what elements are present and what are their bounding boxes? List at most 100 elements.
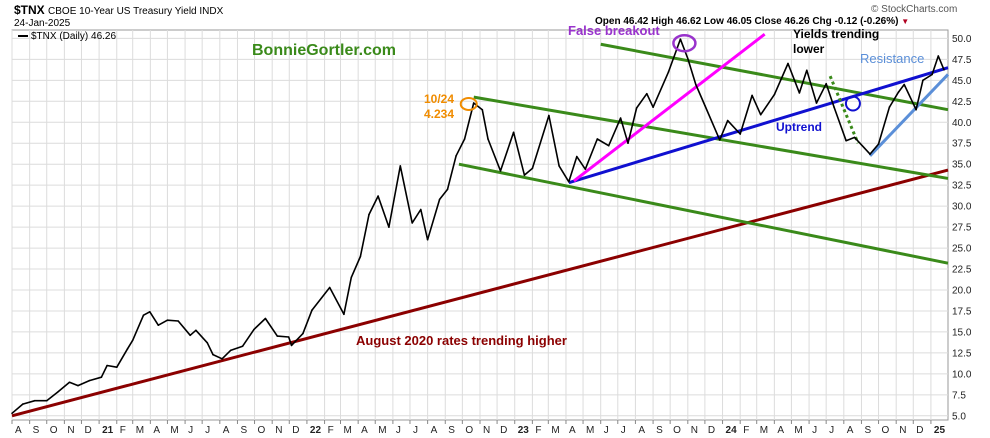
price-point xyxy=(931,73,933,76)
price-point xyxy=(290,344,293,347)
price-point xyxy=(487,138,489,140)
axis-layer: 5.0 7.5 10.0 12.5 15.0 17.5 20.0 22.5 25.0 27.5 30… xyxy=(11,34,972,436)
y-tick-label: 20.0 xyxy=(952,286,972,297)
x-tick-label: A xyxy=(153,425,160,436)
x-tick-label: 23 xyxy=(518,425,530,436)
x-tick-label: O xyxy=(465,425,473,436)
x-tick-label: S xyxy=(240,425,247,436)
x-tick-label: J xyxy=(188,425,193,436)
false-breakout-label: False breakout xyxy=(568,23,660,38)
trendline xyxy=(573,33,766,183)
x-tick-label: O xyxy=(50,425,58,436)
x-tick-label: 25 xyxy=(934,425,946,436)
price-point xyxy=(897,91,900,93)
price-point xyxy=(798,92,801,94)
price-point xyxy=(438,198,441,201)
x-tick-label: F xyxy=(120,425,126,436)
y-tick-label: 5.0 xyxy=(952,411,966,422)
x-tick-label: M xyxy=(551,425,559,436)
price-point xyxy=(287,336,290,338)
price-point xyxy=(388,226,390,228)
x-tick-label: A xyxy=(431,425,438,436)
x-tick-label: J xyxy=(396,425,401,436)
watermark-text: BonnieGortler.com xyxy=(252,42,396,59)
price-point xyxy=(100,376,103,379)
price-point xyxy=(558,165,560,167)
price-point xyxy=(411,222,414,224)
peak-date-label: 10/24 xyxy=(424,92,454,106)
trendline xyxy=(868,73,950,157)
price-point xyxy=(903,83,905,86)
symbol-description: CBOE 10-Year US Treasury Yield INDX xyxy=(48,6,224,17)
y-tick-label: 50.0 xyxy=(952,34,972,45)
trendline-layer xyxy=(11,33,950,418)
price-point xyxy=(377,195,379,197)
price-point xyxy=(584,168,587,170)
y-tick-label: 35.0 xyxy=(952,160,972,171)
price-point xyxy=(126,347,129,350)
price-point xyxy=(531,167,534,170)
trendline xyxy=(11,168,949,418)
x-tick-label: 22 xyxy=(310,425,322,436)
y-tick-label: 17.5 xyxy=(952,306,972,317)
x-tick-label: N xyxy=(275,425,282,436)
price-point xyxy=(328,286,331,289)
price-point xyxy=(264,317,267,320)
x-tick-label: M xyxy=(378,425,386,436)
x-tick-label: O xyxy=(882,425,890,436)
price-point xyxy=(106,364,108,367)
price-layer xyxy=(11,38,945,415)
price-point xyxy=(455,155,457,157)
price-point xyxy=(88,379,91,382)
price-point xyxy=(302,332,304,335)
price-point xyxy=(241,345,244,348)
price-point xyxy=(131,339,134,342)
y-tick-label: 25.0 xyxy=(952,244,972,255)
price-point xyxy=(311,309,313,311)
price-point xyxy=(368,213,370,216)
y-tick-label: 7.5 xyxy=(952,390,966,401)
ohlc-values: Open 46.42 High 46.62 Low 46.05 Close 46… xyxy=(595,16,899,27)
x-tick-label: D xyxy=(292,425,299,436)
price-point xyxy=(142,314,145,317)
x-tick-label: F xyxy=(743,425,749,436)
x-tick-label: D xyxy=(84,425,91,436)
price-point xyxy=(695,83,697,86)
yields-lower-label: lower xyxy=(793,42,825,56)
price-point xyxy=(833,106,835,108)
x-tick-label: N xyxy=(691,425,698,436)
x-tick-label: J xyxy=(621,425,626,436)
price-point xyxy=(359,255,362,258)
price-point xyxy=(212,353,214,356)
price-point xyxy=(635,107,638,109)
price-point xyxy=(34,399,36,402)
x-tick-label: 24 xyxy=(726,425,738,436)
x-tick-label: D xyxy=(708,425,715,436)
price-point xyxy=(922,79,924,82)
marker-layer xyxy=(459,33,861,112)
y-tick-label: 27.5 xyxy=(952,223,972,234)
price-point xyxy=(221,358,223,360)
price-point xyxy=(68,381,71,384)
price-point xyxy=(276,335,279,337)
price-point xyxy=(759,113,762,116)
price-point xyxy=(679,38,682,40)
price-point xyxy=(815,102,818,104)
symbol-ticker: $TNX xyxy=(14,3,45,17)
trendline xyxy=(568,66,949,185)
x-tick-label: M xyxy=(586,425,594,436)
x-tick-label: M xyxy=(760,425,768,436)
x-tick-label: M xyxy=(344,425,352,436)
price-point xyxy=(399,165,402,167)
price-point xyxy=(512,131,515,134)
y-tick-label: 12.5 xyxy=(952,348,972,359)
symbol-title: $TNX CBOE 10-Year US Treasury Yield INDX xyxy=(14,3,223,17)
price-point xyxy=(787,62,789,65)
x-tick-label: J xyxy=(205,425,210,436)
breakdown-circle-marker xyxy=(844,95,861,112)
x-tick-label: A xyxy=(777,425,784,436)
price-point xyxy=(253,328,255,331)
price-point xyxy=(481,108,484,111)
stockcharts-copyright: © StockCharts.com xyxy=(871,4,958,15)
